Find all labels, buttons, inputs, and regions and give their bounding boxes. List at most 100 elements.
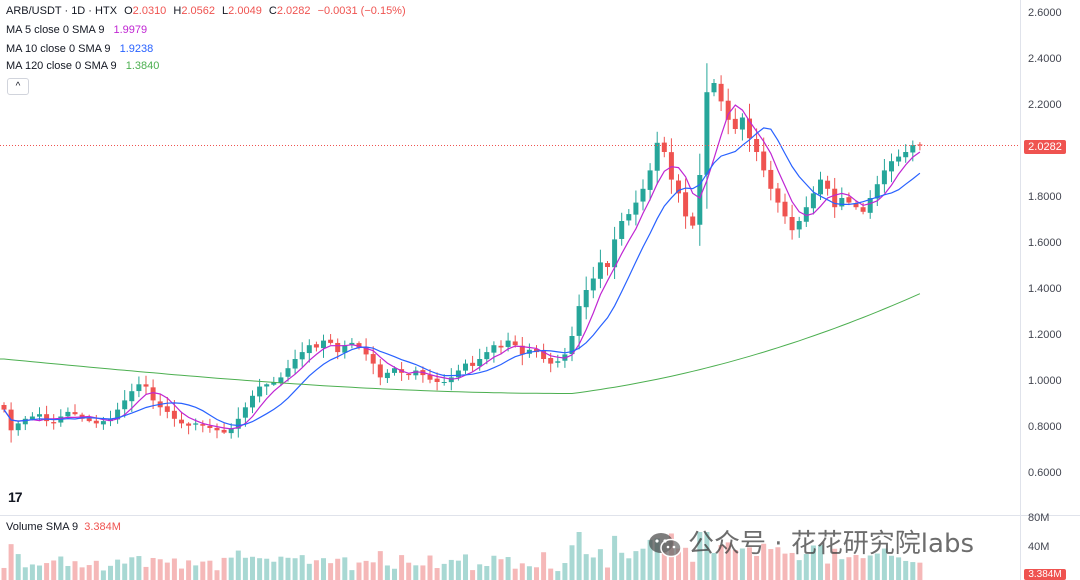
volume-bar xyxy=(434,568,440,580)
candle-body xyxy=(640,188,646,202)
candle-body xyxy=(881,170,887,185)
tradingview-logo-icon[interactable]: 17 xyxy=(8,489,23,505)
volume-bar xyxy=(406,562,412,580)
volume-bar xyxy=(470,570,476,580)
symbol-title[interactable]: ARB/USDT · 1D · HTX xyxy=(6,5,118,17)
volume-bar xyxy=(321,558,326,580)
candle-body xyxy=(569,336,575,355)
volume-bar xyxy=(285,557,291,580)
volume-bar xyxy=(193,565,199,580)
volume-bar xyxy=(1,567,7,580)
candle-body xyxy=(377,364,383,378)
volume-bar xyxy=(881,548,887,580)
candle-body xyxy=(903,152,909,158)
candle-body xyxy=(271,382,277,385)
volume-tick-label: 80M xyxy=(1028,512,1050,524)
candle-body xyxy=(370,354,376,364)
volume-bar xyxy=(810,545,816,580)
ohlc-values: O2.0310 H2.0562 L2.0049 C2.0282 −0.0031 … xyxy=(124,5,410,17)
low-value: 2.0049 xyxy=(228,5,262,17)
volume-bar xyxy=(860,558,866,580)
candle-body xyxy=(72,412,78,415)
candle-body xyxy=(583,290,589,308)
volume-bar xyxy=(200,561,206,580)
candle-body xyxy=(541,351,547,359)
candle-body xyxy=(1,405,7,410)
candle-body xyxy=(747,118,752,139)
candle-body xyxy=(235,418,241,429)
volume-bar xyxy=(136,556,142,580)
price-tick-label: 1.0000 xyxy=(1028,375,1062,387)
volume-bar xyxy=(697,532,703,580)
volume-bar xyxy=(257,558,263,580)
volume-bar xyxy=(732,550,738,580)
candle-body xyxy=(335,342,341,353)
volume-bar xyxy=(143,566,149,580)
volume-bar xyxy=(22,567,28,580)
candle-body xyxy=(37,414,42,417)
candle-body xyxy=(221,429,227,433)
volume-bar xyxy=(690,561,696,580)
candle-body xyxy=(299,352,305,360)
watermark: 公众号 · 花花研究院labs xyxy=(648,523,974,560)
ma5-legend[interactable]: MA 5 close 0 SMA 9 1.9979 xyxy=(6,24,151,36)
candle-body xyxy=(654,142,660,171)
ma5-line xyxy=(3,104,921,430)
candle-body xyxy=(860,207,866,212)
volume-bar xyxy=(328,563,334,580)
volume-bar xyxy=(65,565,71,580)
candle-body xyxy=(207,425,213,428)
candle-body xyxy=(93,420,99,424)
candle-body xyxy=(392,368,397,373)
candle-body xyxy=(463,363,468,371)
candle-body xyxy=(796,221,802,230)
candle-body xyxy=(171,410,177,419)
ma120-legend[interactable]: MA 120 close 0 SMA 9 1.3840 xyxy=(6,60,163,72)
price-scale[interactable]: 2.60002.40002.20002.00001.80001.60001.40… xyxy=(1021,0,1080,580)
ma10-legend[interactable]: MA 10 close 0 SMA 9 1.9238 xyxy=(6,43,157,55)
volume-bar xyxy=(235,550,241,580)
volume-bar xyxy=(72,561,78,580)
volume-bar xyxy=(420,565,426,580)
price-tick-label: 1.6000 xyxy=(1028,237,1062,249)
volume-bar xyxy=(569,545,575,580)
candle-body xyxy=(768,169,774,189)
candle-body xyxy=(633,202,639,215)
candle-body xyxy=(725,100,731,120)
volume-bar xyxy=(349,570,355,580)
volume-bar xyxy=(8,544,14,580)
volume-legend[interactable]: Volume SMA 9 3.384M xyxy=(6,521,121,533)
candle-body xyxy=(292,359,298,369)
candle-body xyxy=(470,362,476,366)
candle-body xyxy=(697,175,703,225)
candle-body xyxy=(193,423,199,425)
ma120-line xyxy=(0,293,921,394)
candle-body xyxy=(29,416,35,420)
volume-bar xyxy=(754,555,760,580)
candle-body xyxy=(896,156,902,162)
volume-bar xyxy=(846,557,852,580)
candle-body xyxy=(555,361,561,363)
volume-bar xyxy=(803,554,809,580)
ma120-value: 1.3840 xyxy=(125,60,160,72)
chevron-up-icon[interactable]: ^ xyxy=(7,78,29,95)
volume-bar xyxy=(100,570,106,580)
candle-body xyxy=(498,345,504,348)
high-label: H xyxy=(173,5,182,17)
candle-body xyxy=(406,373,412,376)
candle-body xyxy=(342,345,348,353)
candle-body xyxy=(825,180,831,189)
candle-body xyxy=(313,344,319,348)
volume-bar xyxy=(242,557,248,580)
volume-bar xyxy=(512,568,518,580)
price-tick-label: 1.2000 xyxy=(1028,329,1062,341)
volume-bar xyxy=(278,556,284,580)
volume-bar xyxy=(463,554,468,580)
candle-body xyxy=(356,343,362,348)
candle-body xyxy=(519,345,525,355)
candle-body xyxy=(228,428,234,434)
candle-body xyxy=(455,370,461,378)
ma5-label: MA 5 close 0 SMA 9 xyxy=(6,24,105,36)
